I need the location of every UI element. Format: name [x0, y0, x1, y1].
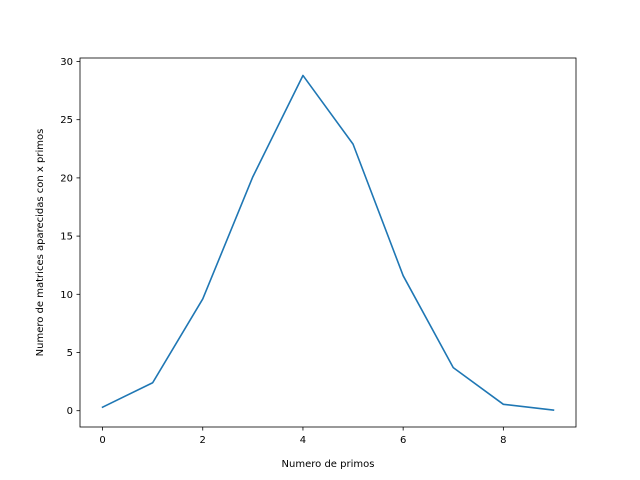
- y-axis-label: Numero de matrices aparecidas con x prim…: [35, 129, 46, 357]
- y-tick-label: 20: [60, 173, 73, 184]
- y-tick-label: 10: [60, 290, 73, 301]
- series-line-0: [101, 74, 555, 412]
- y-tick-label: 30: [60, 57, 73, 68]
- y-axis-ticks: 0 5 10 15 20 25 30: [60, 57, 80, 417]
- x-tick-label: 8: [500, 435, 506, 446]
- x-axis-ticks: 0 2 4 6 8: [99, 427, 507, 446]
- x-axis-label: Numero de primos: [282, 459, 375, 470]
- y-tick-label: 0: [67, 406, 73, 417]
- x-tick-label: 0: [99, 435, 105, 446]
- y-tick-label: 5: [67, 348, 73, 359]
- x-tick-label: 2: [200, 435, 206, 446]
- y-tick-label: 15: [60, 232, 73, 243]
- axes-frame: [79, 57, 577, 428]
- x-tick-label: 6: [400, 435, 406, 446]
- x-tick-label: 4: [300, 435, 306, 446]
- plot-area: [101, 74, 555, 412]
- y-tick-label: 25: [60, 115, 73, 126]
